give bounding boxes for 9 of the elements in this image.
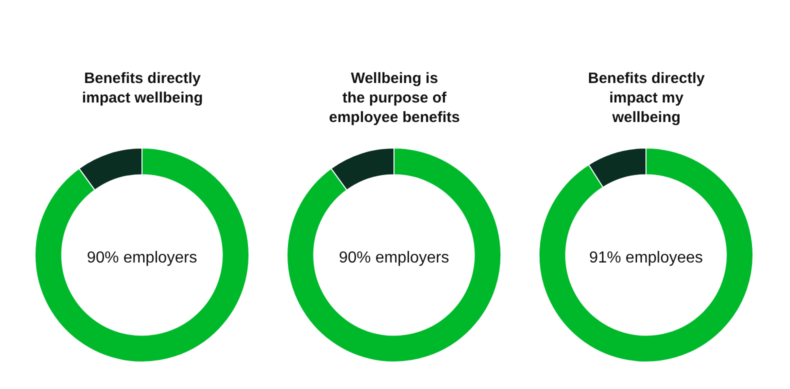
chart-title: Benefits directly impact my wellbeing bbox=[588, 70, 706, 126]
chart-title: Benefits directly impact wellbeing bbox=[82, 70, 203, 106]
donut-slice bbox=[538, 148, 754, 362]
text: 91% employees bbox=[589, 250, 703, 266]
donut-slice bbox=[34, 148, 250, 362]
chart-title: Wellbeing is the purpose of employee benefits bbox=[329, 70, 460, 126]
text: 90% employers bbox=[86, 250, 198, 266]
donut-slice bbox=[286, 148, 502, 362]
text: 90% employers bbox=[338, 250, 450, 266]
